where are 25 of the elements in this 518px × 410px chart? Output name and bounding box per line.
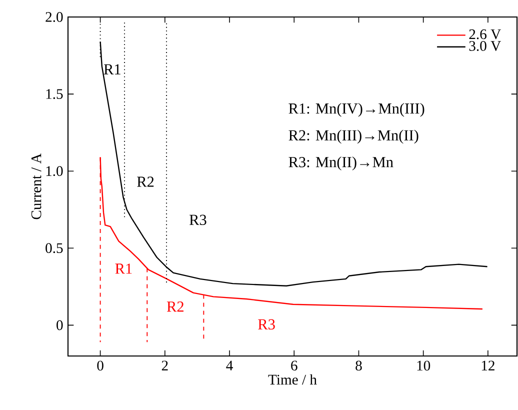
ref-line-label: R1 [104, 64, 120, 74]
x-tick-label: 6 [291, 360, 298, 371]
y-tick-label: 1.5 [46, 89, 63, 99]
x-tick-label: 2 [162, 360, 168, 370]
y-tick-label: 0.5 [46, 243, 63, 254]
ref-line-label: R1 [115, 264, 132, 274]
y-tick-label: 2.0 [46, 12, 63, 22]
x-tick-label: 10 [417, 360, 430, 371]
x-tick-label: 8 [356, 360, 362, 371]
annotation: R2: Mn(III)→Mn(II) [288, 130, 418, 144]
legend-label: 3.0 V [469, 41, 501, 51]
ref-line-label: R3 [189, 214, 206, 226]
y-tick-label: 1.0 [46, 166, 63, 176]
x-tick-label: 0 [97, 360, 104, 371]
annotation: R3: Mn(II)→Mn [288, 156, 394, 170]
ref-line-label: R2 [166, 302, 184, 312]
y-tick-label: 0 [56, 320, 63, 330]
x-tick-label: 12 [482, 360, 494, 370]
x-axis-title: Time / h [268, 374, 317, 385]
ref-line-label: R3 [258, 319, 275, 330]
ref-line-label: R2 [137, 176, 154, 187]
annotation: R1: Mn(IV)→Mn(III) [288, 102, 424, 117]
y-axis-title: Current / A [31, 153, 42, 220]
legend-label: 2.6 V [469, 29, 501, 40]
x-tick-label: 4 [226, 360, 233, 370]
